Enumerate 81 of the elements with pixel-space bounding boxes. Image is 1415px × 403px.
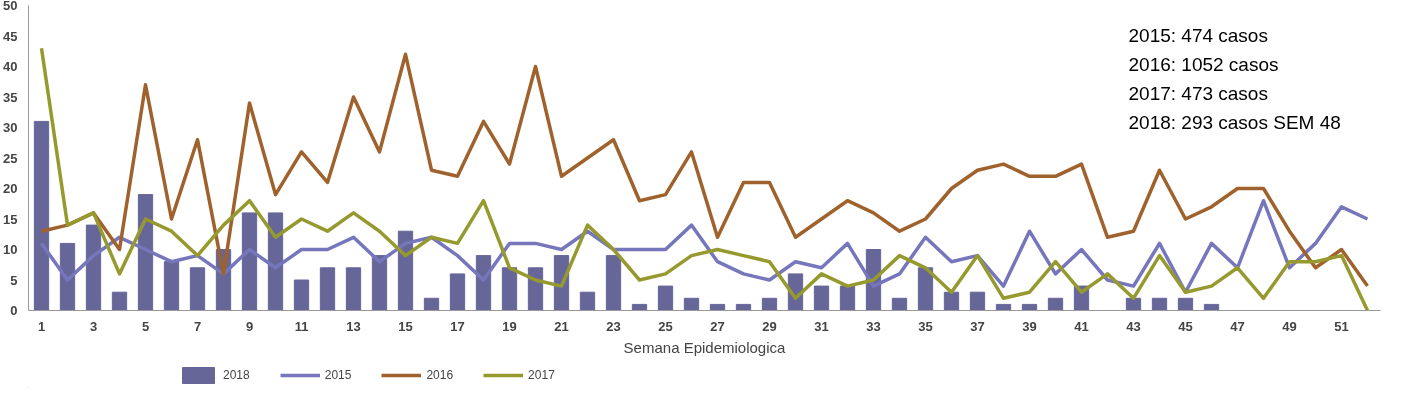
x-tick-label: 33 — [866, 318, 881, 334]
bar — [163, 261, 180, 311]
bar — [241, 212, 258, 311]
bar — [1021, 303, 1038, 311]
y-tick-label: 10 — [3, 242, 18, 257]
bar — [1151, 297, 1168, 311]
bar — [111, 291, 128, 311]
bar — [189, 267, 206, 311]
x-tick-label: 17 — [450, 318, 465, 334]
bar — [709, 303, 726, 311]
bar — [449, 273, 466, 311]
x-tick-label: 15 — [398, 318, 413, 334]
bar — [85, 224, 102, 311]
bar — [735, 303, 752, 311]
bar — [839, 285, 856, 311]
bar — [1203, 303, 1220, 311]
bar — [579, 291, 596, 311]
bar — [1177, 297, 1194, 311]
x-tick-label: 37 — [970, 318, 985, 334]
bar — [501, 267, 518, 311]
x-tick-label: 1 — [37, 318, 46, 334]
x-tick-label: 11 — [294, 318, 309, 334]
y-tick-label: 15 — [3, 211, 18, 227]
x-tick-label: 7 — [193, 318, 202, 334]
bar — [33, 120, 50, 311]
bar — [423, 297, 440, 311]
x-axis-title: Semana Epidemiologica — [623, 338, 787, 356]
x-tick-label: 39 — [1022, 318, 1037, 334]
bar — [371, 255, 388, 311]
bar — [605, 255, 622, 311]
bar — [59, 242, 76, 311]
bar — [969, 291, 986, 311]
x-tick-label: 5 — [141, 318, 150, 334]
y-tick-label: 50 — [3, 0, 18, 13]
x-tick-label: 51 — [1334, 318, 1349, 334]
bar — [761, 297, 778, 311]
bar — [345, 267, 362, 311]
x-tick-label: 27 — [710, 318, 725, 334]
annotation: 2018: 293 casos SEM 48 — [1128, 111, 1341, 133]
bar — [943, 291, 960, 311]
x-tick-label: 41 — [1074, 318, 1089, 334]
x-tick-label: 21 — [554, 318, 569, 334]
x-tick-label: 45 — [1178, 318, 1193, 334]
bar — [813, 285, 830, 311]
annotation: 2015: 474 casos — [1128, 24, 1268, 46]
x-tick-label: 29 — [762, 318, 777, 334]
y-tick-label: 45 — [3, 28, 18, 44]
annotation: 2016: 1052 casos — [1128, 53, 1279, 75]
legend-label: 2018 — [223, 368, 250, 382]
x-tick-label: 9 — [245, 318, 254, 334]
bar — [1047, 297, 1064, 311]
x-tick-label: 47 — [1230, 318, 1245, 334]
y-tick-label: 0 — [10, 303, 18, 318]
y-tick-label: 25 — [3, 150, 18, 166]
bar — [995, 303, 1012, 311]
annotation: 2017: 473 casos — [1128, 82, 1268, 104]
x-tick-label: 49 — [1282, 318, 1297, 334]
x-tick-label: 25 — [658, 318, 673, 334]
y-tick-label: 35 — [3, 89, 18, 105]
x-tick-label: 3 — [89, 318, 98, 334]
bar — [891, 297, 908, 311]
bar — [1125, 297, 1142, 311]
x-tick-label: 31 — [814, 318, 829, 334]
x-tick-label: 43 — [1126, 318, 1141, 334]
y-tick-label: 5 — [10, 272, 18, 288]
legend-label: 2016 — [426, 368, 454, 382]
x-tick-label: 19 — [502, 318, 517, 334]
bar — [657, 285, 674, 311]
bar — [917, 267, 934, 311]
legend-label: 2017 — [528, 368, 555, 382]
y-tick-label: 30 — [3, 120, 18, 135]
bar — [319, 267, 336, 311]
x-tick-label: 13 — [346, 318, 361, 334]
bar — [631, 303, 648, 311]
x-tick-label: 23 — [606, 318, 621, 334]
x-tick-label: 35 — [918, 318, 933, 334]
bar — [683, 297, 700, 311]
legend-label: 2015 — [324, 368, 352, 382]
y-tick-label: 20 — [3, 181, 18, 196]
y-tick-label: 40 — [3, 59, 18, 74]
bar — [293, 279, 310, 311]
